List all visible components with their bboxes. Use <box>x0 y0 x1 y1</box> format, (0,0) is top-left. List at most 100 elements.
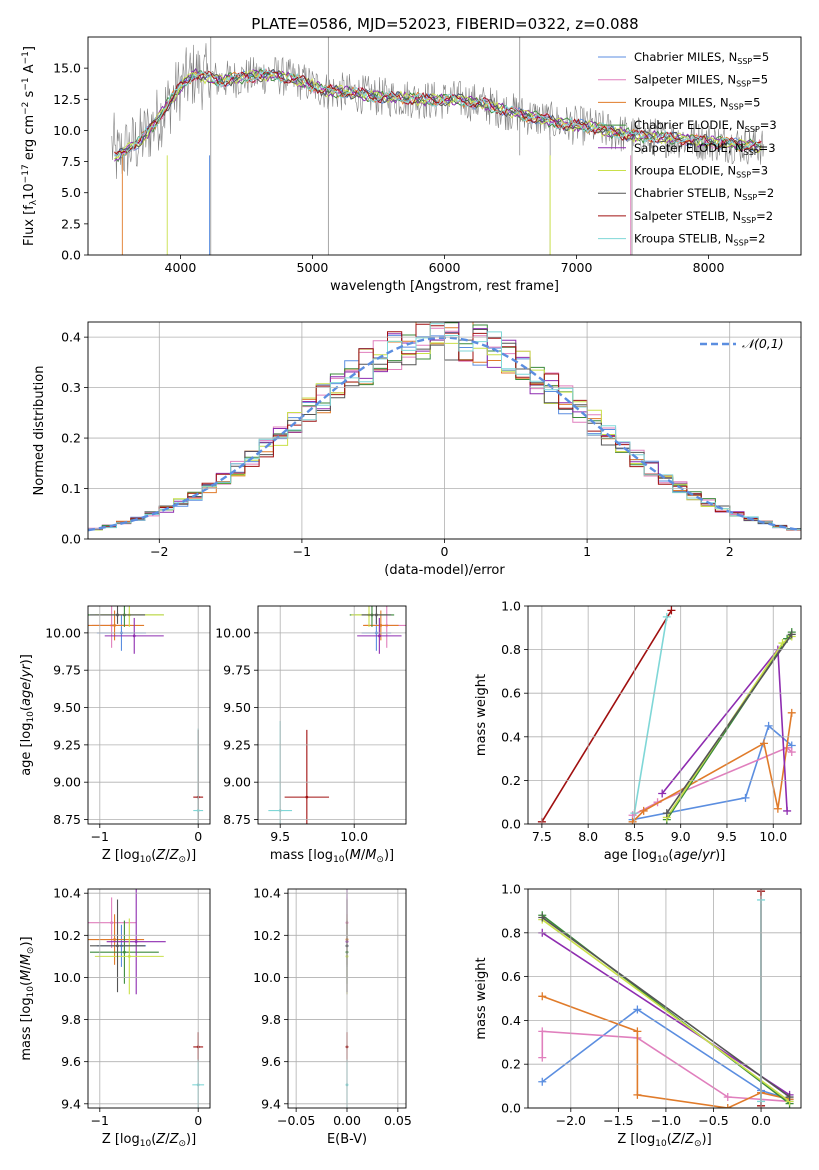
spectrum-ylabel: Flux [fλ10−17 erg cm−2 s−1 A−1] <box>21 46 39 246</box>
spectrum-ytick-label: 5.0 <box>61 185 81 200</box>
mass-weight-vs-age-marker <box>662 809 671 818</box>
spectrum-plot: 4000 5000 6000 7000 8000 0.0 2.5 5.0 7.5 10.0 12.5… <box>21 36 802 294</box>
mass-weight-vs-Z-ytick-label: 0.8 <box>501 925 521 940</box>
mass-vs-Z-point <box>113 938 116 941</box>
age-vs-Z-ytick-label: 9.00 <box>53 775 81 790</box>
mass-weight-vs-Z-xtick-label: −1.0 <box>651 1113 681 1128</box>
spectrum-ytick-label: 15.0 <box>53 61 81 76</box>
spectrum-legend-label: Salpeter MILES, NSSP=5 <box>634 73 768 89</box>
age-vs-mass-ytick-label: 9.75 <box>223 663 251 678</box>
mass-weight-vs-Z-marker <box>785 1093 794 1102</box>
mass-vs-Z-ylabel: mass [log10(M/M⊙)] <box>19 936 36 1060</box>
age-vs-Z-xlabel: Z [log10(Z/Z⊙)] <box>102 848 196 865</box>
residuals-xtick-label: −1 <box>293 544 311 559</box>
mass-weight-vs-Z-marker <box>633 1090 642 1099</box>
age-vs-Z-ylabel: age [log10(age/yr)] <box>19 654 36 776</box>
mass-weight-vs-age-xtick-label: 9.0 <box>671 829 691 844</box>
mass-weight-vs-Z-ytick-label: 0.6 <box>501 969 521 984</box>
residuals-ytick-label: 0.4 <box>61 330 81 345</box>
mass-weight-vs-Z-marker <box>633 1005 642 1014</box>
mass-weight-vs-age-marker <box>787 708 796 717</box>
mass-weight-vs-age-xlabel: age [log10(age/yr)] <box>604 848 726 865</box>
mass-vs-Z-point <box>134 940 138 944</box>
age-vs-Z-xtick-label: −1 <box>91 829 109 844</box>
mass-weight-vs-Z-xtick-label: −0.5 <box>698 1113 728 1128</box>
mass-weight-vs-age-xtick-label: 8.0 <box>578 829 598 844</box>
age-vs-mass-xtick-label: 10.0 <box>340 829 368 844</box>
spectrum-legend-label: Salpeter ELODIE, NSSP=3 <box>634 141 776 157</box>
age-vs-mass-xtick-label: 9.5 <box>270 829 290 844</box>
residuals-xtick-label: 0 <box>441 544 449 559</box>
mass-weight-vs-age-xtick-label: 7.5 <box>532 829 552 844</box>
residuals-frame <box>87 321 802 540</box>
spectrum-ytick-label: 10.0 <box>53 123 81 138</box>
mass-weight-vs-Z-frame <box>527 888 802 1109</box>
mass-weight-vs-age-marker <box>773 804 782 813</box>
age-vs-mass-point <box>375 613 378 617</box>
mass-weight-vs-Z-marker <box>633 1027 642 1036</box>
age-vs-mass-ytick-label: 9.00 <box>223 775 251 790</box>
figure-title: PLATE=0586, MJD=52023, FIBERID=0322, z=0… <box>251 15 638 33</box>
mass-weight-vs-age-marker <box>628 817 637 824</box>
mass-weight-vs-Z-ytick-label: 1.0 <box>501 882 521 897</box>
mass-weight-vs-Z-marker <box>538 992 547 1001</box>
mass-vs-EBV-ytick-label: 9.8 <box>261 1012 281 1027</box>
mass-vs-Z-point <box>116 944 119 948</box>
residuals-ytick-label: 0.3 <box>61 380 81 395</box>
residual-legend-label: 𝒩(0,1) <box>742 336 784 351</box>
mass-weight-vs-age-data <box>537 606 796 824</box>
mass-vs-EBV-frame <box>287 888 407 1109</box>
mass-weight-vs-age-marker <box>764 721 773 730</box>
age-vs-mass-ytick-label: 10.00 <box>215 625 251 640</box>
mass-weight-vs-Z-series-line <box>541 1008 790 1100</box>
mass-weight-vs-Z-marker <box>723 1104 732 1108</box>
mass-weight-vs-age-series-line <box>541 609 673 823</box>
age-vs-Z-xtick-label: 0 <box>194 829 202 844</box>
age-vs-Z-ytick-label: 8.75 <box>53 812 81 827</box>
mass-weight-vs-age-ytick-label: 0.2 <box>501 773 521 788</box>
age-vs-Z-ytick-label: 10.00 <box>45 625 81 640</box>
spectrum-legend-label: Salpeter STELIB, NSSP=2 <box>634 209 773 225</box>
residuals-ytick-label: 0.2 <box>61 431 81 446</box>
mass-vs-Z-plot: −1 0 9.4 9.6 9.8 10.0 10.2 10.4 Z [log10(Z/Z⊙)] m… <box>19 886 211 1149</box>
spectrum-legend-label: Chabrier MILES, NSSP=5 <box>634 50 769 66</box>
mass-vs-EBV-xtick-label: −0.05 <box>277 1113 315 1128</box>
spectrum-model-line <box>114 67 762 158</box>
mass-weight-vs-Z-marker <box>723 1093 732 1102</box>
mass-vs-EBV-plot: −0.05 0.00 0.05 9.4 9.6 9.8 10.0 10.2 10.4 E(B-V) <box>253 886 412 1147</box>
mass-vs-Z-ytick-label: 10.0 <box>53 970 81 985</box>
mass-weight-vs-Z-marker <box>538 1027 547 1036</box>
spectrum-xtick-label: 6000 <box>429 260 461 275</box>
mass-weight-vs-age-marker <box>639 806 648 815</box>
mass-vs-Z-ytick-label: 9.6 <box>61 1054 81 1069</box>
mass-vs-Z-xtick-label: −1 <box>91 1113 109 1128</box>
age-vs-mass-frame <box>257 605 407 825</box>
mass-weight-vs-Z-ytick-label: 0.4 <box>501 1013 521 1028</box>
spectrum-legend-label: Kroupa ELODIE, NSSP=3 <box>634 164 768 180</box>
age-vs-mass-point <box>305 795 309 799</box>
mass-vs-EBV-ytick-label: 9.6 <box>261 1054 281 1069</box>
mass-weight-vs-age-series-line <box>632 724 793 821</box>
mass-weight-vs-age-frame <box>527 605 802 825</box>
mass-weight-vs-age-ytick-label: 0.6 <box>501 686 521 701</box>
age-vs-Z-ytick-label: 9.75 <box>53 663 81 678</box>
mass-vs-EBV-xtick-label: 0.05 <box>384 1113 412 1128</box>
mass-weight-vs-age-plot: 7.5 8.0 8.5 9.0 9.5 10.0 0.0 0.2 0.4 0.6 0.8 1.0 age… <box>474 599 802 865</box>
mass-weight-vs-age-marker <box>783 806 792 815</box>
mass-weight-vs-Z-xtick-label: 0.0 <box>751 1113 771 1128</box>
spectrum-xtick-label: 5000 <box>297 260 329 275</box>
mass-vs-Z-ytick-label: 10.2 <box>53 928 81 943</box>
mass-weight-vs-Z-ytick-label: 0.2 <box>501 1057 521 1072</box>
residuals-xtick-label: 2 <box>726 544 734 559</box>
mass-weight-vs-age-xtick-label: 8.5 <box>624 829 644 844</box>
mass-vs-Z-point <box>110 921 114 925</box>
spectrum-xtick-label: 7000 <box>561 260 593 275</box>
mass-vs-EBV-ytick-label: 10.2 <box>253 928 281 943</box>
age-vs-Z-point <box>132 634 136 638</box>
residuals-xlabel: (data-model)/error <box>384 563 505 578</box>
spectrum-legend-label: Chabrier STELIB, NSSP=2 <box>634 186 774 202</box>
age-vs-Z-point <box>116 613 119 617</box>
mass-vs-Z-ytick-label: 10.4 <box>53 886 81 901</box>
mass-vs-Z-ytick-label: 9.8 <box>61 1012 81 1027</box>
residuals-xtick-label: 1 <box>583 544 591 559</box>
